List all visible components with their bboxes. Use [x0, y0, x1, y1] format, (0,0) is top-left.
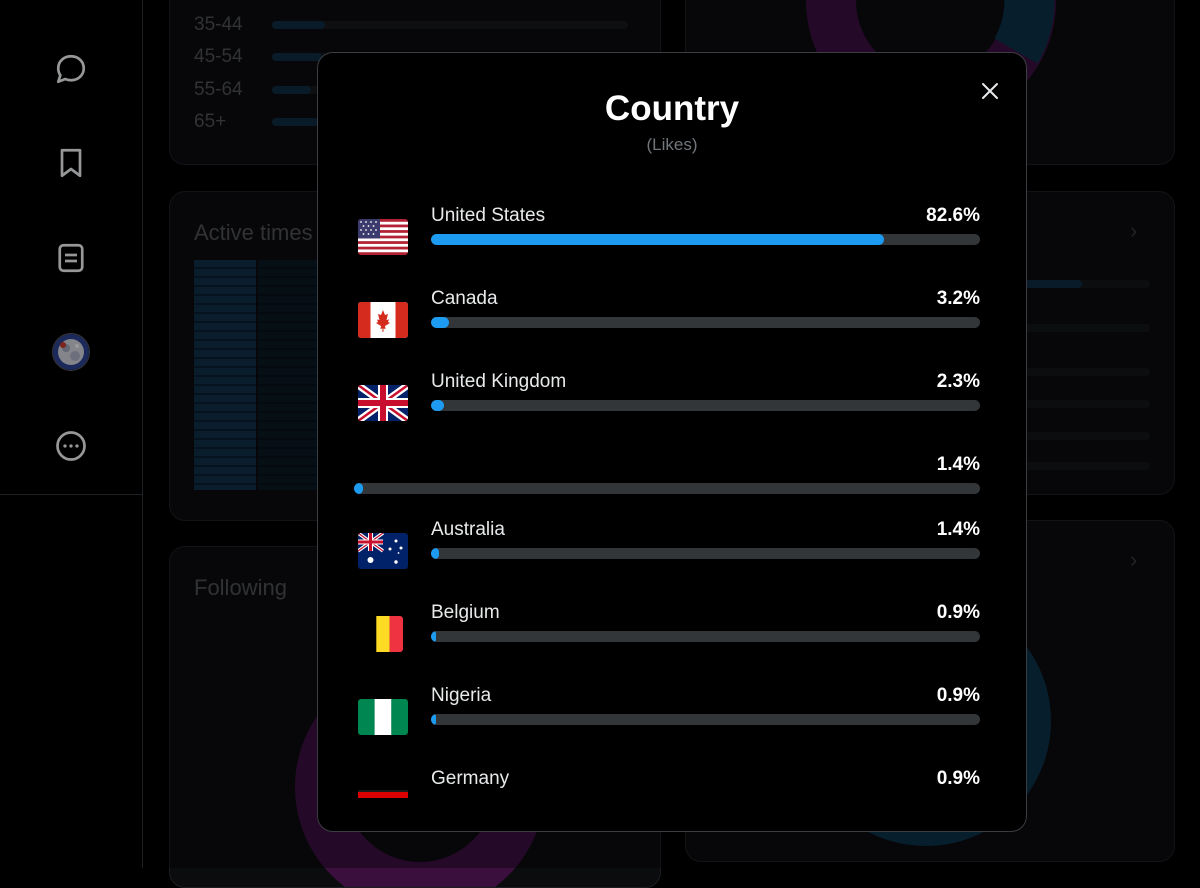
country-name: United Kingdom — [431, 371, 567, 392]
nigeria-flag-icon — [358, 699, 408, 735]
card-title: Following — [194, 575, 287, 600]
age-row: 35-44 — [194, 14, 628, 35]
country-bar-track — [431, 234, 980, 245]
country-bar-track — [431, 631, 980, 642]
country-percent: 2.3% — [936, 371, 980, 392]
country-bar — [431, 714, 436, 725]
close-icon — [982, 83, 998, 99]
country-bar — [431, 317, 449, 328]
country-bar — [431, 234, 885, 245]
chevron-right-icon: › — [1130, 218, 1138, 243]
country-row-united-kingdom: United Kingdom 2.3% — [358, 371, 980, 431]
country-bar-track — [431, 400, 980, 411]
country-name: Nigeria — [431, 685, 492, 706]
messages-button[interactable] — [47, 45, 95, 93]
country-percent: 1.4% — [936, 519, 980, 540]
country-bar — [431, 548, 439, 559]
country-row-germany: Germany 0.9% — [358, 768, 980, 828]
bookmarks-button[interactable] — [47, 139, 95, 187]
list-document-icon — [58, 243, 84, 273]
more-button[interactable] — [47, 422, 95, 470]
country-name: Germany — [431, 768, 510, 789]
country-percent: 1.4% — [936, 454, 980, 475]
country-bar-track — [354, 483, 980, 494]
card-title: Active times — [194, 220, 313, 245]
sidebar — [0, 0, 143, 868]
country-percent: 0.9% — [936, 685, 980, 706]
country-row-unnamed: 1.4% — [354, 454, 980, 514]
belgium-flag-icon — [363, 616, 403, 652]
age-bar — [272, 53, 322, 61]
country-bar — [431, 400, 444, 411]
age-label: 65+ — [194, 111, 227, 132]
country-bar-track — [431, 548, 980, 559]
uk-flag-icon — [358, 385, 408, 421]
chevron-right-icon: › — [1130, 547, 1138, 572]
close-button[interactable] — [974, 75, 1006, 107]
country-bar-track — [431, 317, 980, 328]
age-bar — [272, 86, 312, 94]
country-name: Belgium — [431, 602, 500, 623]
country-row-australia: Australia 1.4% — [358, 519, 980, 579]
age-label: 35-44 — [194, 14, 243, 35]
country-bar-track — [431, 714, 980, 725]
chat-bubble-icon — [56, 54, 86, 84]
country-percent: 82.6% — [926, 205, 980, 226]
age-label: 55-64 — [194, 79, 243, 100]
country-row-nigeria: Nigeria 0.9% — [358, 685, 980, 745]
bookmark-icon — [60, 148, 82, 178]
germany-flag-icon — [358, 780, 408, 810]
country-row-canada: Canada 3.2% — [358, 288, 980, 348]
age-bar — [272, 118, 319, 126]
age-label: 45-54 — [194, 46, 243, 67]
modal-title: Country — [604, 89, 740, 128]
modal-subtitle: (Likes) — [646, 135, 698, 154]
country-bar — [354, 483, 363, 494]
country-modal: Country (Likes) United States — [317, 52, 1027, 832]
us-flag-icon — [358, 219, 408, 255]
country-row-belgium: Belgium 0.9% — [358, 602, 980, 662]
country-name: United States — [431, 205, 546, 226]
country-bar — [431, 631, 436, 642]
sidebar-divider — [0, 494, 142, 495]
country-percent: 0.9% — [936, 768, 980, 789]
more-circle-icon — [56, 431, 86, 461]
australia-flag-icon — [358, 533, 408, 569]
country-percent: 0.9% — [936, 602, 980, 623]
country-name: Australia — [431, 519, 505, 540]
age-bar — [272, 21, 326, 29]
lists-button[interactable] — [47, 234, 95, 282]
avatar — [52, 333, 90, 371]
active-times-heatmap — [194, 260, 324, 490]
canada-flag-icon — [358, 302, 408, 338]
country-name: Canada — [431, 288, 498, 309]
country-row-united-states: United States 82.6% — [358, 205, 980, 265]
country-percent: 3.2% — [936, 288, 980, 309]
profile-button[interactable] — [47, 328, 95, 376]
